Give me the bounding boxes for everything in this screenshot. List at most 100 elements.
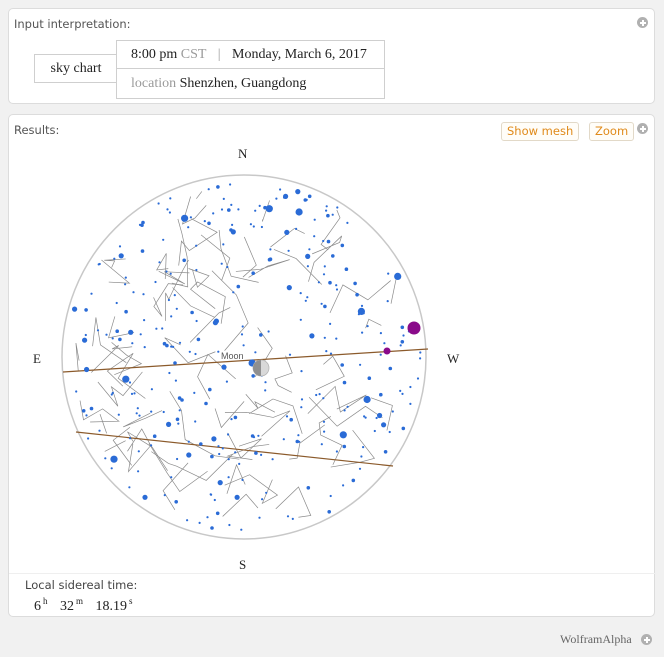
footer-expand-icon[interactable] bbox=[641, 634, 652, 645]
results-title: Results: bbox=[14, 123, 60, 137]
star bbox=[136, 407, 139, 410]
sidereal-minutes: 32 bbox=[60, 599, 74, 614]
constellation-line bbox=[320, 209, 341, 251]
constellation-line bbox=[218, 229, 259, 283]
star bbox=[217, 350, 220, 353]
star bbox=[373, 429, 376, 433]
star bbox=[189, 216, 192, 219]
star bbox=[178, 409, 181, 412]
star bbox=[295, 227, 298, 230]
star bbox=[182, 258, 186, 263]
planet-marker bbox=[407, 321, 421, 335]
star bbox=[288, 353, 292, 356]
star bbox=[141, 220, 145, 225]
constellation-line bbox=[235, 259, 290, 278]
star bbox=[90, 292, 93, 295]
constellation-line bbox=[108, 316, 135, 339]
star bbox=[216, 185, 220, 189]
constellation-line bbox=[189, 307, 231, 343]
star bbox=[419, 351, 422, 354]
constellation-line bbox=[274, 355, 293, 393]
star bbox=[213, 498, 216, 502]
sky-chart[interactable]: Moon N S E W bbox=[9, 115, 656, 575]
star bbox=[263, 205, 267, 210]
star bbox=[165, 343, 169, 348]
star bbox=[204, 401, 208, 406]
zoom-button[interactable]: Zoom bbox=[589, 122, 635, 141]
star bbox=[135, 412, 138, 415]
star bbox=[155, 327, 158, 330]
show-mesh-button[interactable]: Show mesh bbox=[501, 122, 580, 141]
star bbox=[142, 494, 148, 500]
sidereal-hours: 6 bbox=[34, 599, 41, 614]
star bbox=[335, 288, 339, 291]
star bbox=[325, 209, 328, 212]
star bbox=[193, 391, 196, 394]
star bbox=[260, 225, 263, 229]
sidereal-seconds: 18.19 bbox=[95, 599, 128, 614]
constellation-line bbox=[227, 432, 262, 459]
star bbox=[400, 325, 405, 330]
constellation-line bbox=[112, 426, 132, 466]
star bbox=[340, 363, 345, 367]
moon-label: Moon bbox=[221, 351, 244, 361]
star bbox=[361, 331, 364, 334]
star bbox=[331, 254, 335, 258]
star bbox=[225, 380, 228, 383]
star bbox=[162, 238, 165, 241]
compass-north: N bbox=[238, 146, 248, 161]
star bbox=[137, 470, 140, 473]
star bbox=[254, 351, 257, 354]
star bbox=[175, 307, 178, 310]
star bbox=[295, 208, 303, 216]
star bbox=[358, 467, 362, 470]
star bbox=[318, 393, 321, 396]
star bbox=[150, 388, 153, 391]
pod-expand-icon[interactable] bbox=[637, 17, 648, 28]
star bbox=[105, 333, 108, 336]
pod-expand-icon[interactable] bbox=[637, 123, 648, 134]
constellation-line bbox=[365, 318, 382, 329]
star bbox=[400, 340, 405, 344]
star bbox=[186, 519, 189, 522]
star bbox=[322, 239, 325, 243]
star bbox=[251, 374, 255, 378]
star bbox=[82, 337, 88, 343]
star bbox=[84, 333, 87, 337]
star bbox=[322, 420, 326, 423]
star bbox=[195, 268, 198, 272]
star bbox=[195, 319, 198, 323]
location-text: Shenzhen, Guangdong bbox=[179, 76, 307, 91]
star bbox=[222, 243, 225, 246]
constellation-line bbox=[273, 249, 322, 285]
star bbox=[104, 457, 107, 460]
star bbox=[309, 333, 315, 339]
star bbox=[381, 422, 387, 428]
results-pod: Results: Show mesh Zoom Moon N S E W Loc… bbox=[8, 114, 656, 617]
star bbox=[232, 291, 235, 294]
star bbox=[237, 208, 240, 211]
star bbox=[187, 440, 190, 443]
star bbox=[131, 342, 134, 345]
star bbox=[306, 486, 311, 490]
star bbox=[209, 493, 212, 496]
constellation-line bbox=[200, 234, 231, 281]
star bbox=[190, 310, 194, 315]
constellation-line bbox=[289, 424, 326, 460]
star bbox=[161, 327, 164, 330]
star bbox=[260, 453, 263, 456]
star bbox=[308, 248, 311, 251]
star bbox=[329, 352, 333, 355]
star bbox=[306, 265, 309, 268]
star bbox=[254, 451, 258, 455]
star bbox=[227, 458, 230, 461]
star bbox=[241, 325, 244, 328]
star bbox=[279, 188, 282, 191]
star bbox=[351, 478, 356, 483]
star bbox=[221, 364, 227, 370]
star bbox=[169, 272, 172, 275]
constellation-line bbox=[122, 410, 163, 428]
star bbox=[227, 476, 230, 479]
star bbox=[229, 183, 232, 186]
constellation-line bbox=[75, 343, 80, 372]
